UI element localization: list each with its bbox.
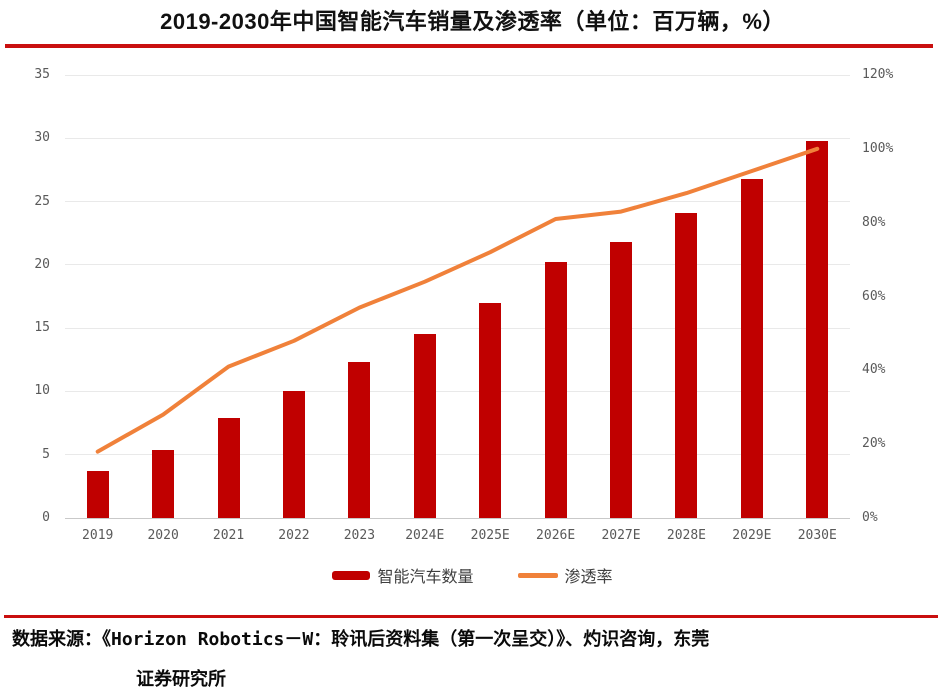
left-axis-tick: 10 (34, 383, 50, 399)
bar-series-swatch (332, 570, 371, 580)
right-axis-tick: 100% (862, 140, 894, 156)
bar-2026E (544, 262, 567, 518)
data-source-line2: 证券研究所 (136, 669, 226, 690)
bar-2021 (217, 418, 240, 518)
gridline (65, 137, 850, 139)
title-divider (5, 44, 933, 48)
bar-2024E (413, 334, 436, 518)
right-axis-tick: 40% (862, 362, 886, 378)
x-axis-tick: 2029E (732, 528, 772, 543)
bar-2025E (479, 302, 502, 518)
left-axis-tick: 0 (42, 510, 50, 525)
gridline (65, 327, 850, 329)
bar-2028E (675, 212, 698, 518)
x-axis-tick: 2024E (405, 528, 445, 543)
x-axis-tick: 2030E (797, 528, 837, 543)
x-axis-tick: 2021 (212, 528, 245, 543)
x-axis-tick: 2019 (82, 528, 114, 543)
bar-2023 (348, 362, 371, 518)
chart-area: 0 5 10 15 20 25 30 35 0% 20% 40% 60% 80% 100% 120% 20… (34, 67, 894, 543)
x-axis-line (65, 518, 850, 519)
gridline (65, 74, 850, 76)
bar-2020 (152, 449, 175, 518)
line-series-label: 渗透率 (564, 569, 613, 586)
legend-item-line: 渗透率 (517, 563, 613, 587)
right-axis-tick: 20% (862, 436, 886, 452)
data-source-line1: 数据来源：《Horizon Robotics－W：聆讯后资料集（第一次呈交）》、… (12, 629, 710, 650)
bar-2030E (806, 140, 829, 518)
penetration-line (95, 146, 820, 454)
right-axis-tick: 0% (862, 510, 878, 525)
bar-series-label: 智能汽车数量 (377, 569, 474, 586)
chart-title: 2019-2030年中国智能汽车销量及渗透率（单位：百万辆，%） (160, 9, 785, 34)
bar-2027E (610, 242, 633, 518)
right-axis-tick: 120% (862, 67, 894, 82)
left-axis-tick: 35 (34, 67, 50, 82)
left-axis-tick: 30 (34, 130, 50, 146)
footer-divider (4, 615, 938, 618)
gridline (65, 390, 850, 392)
x-axis-tick: 2020 (147, 528, 179, 543)
legend-item-bars: 智能汽车数量 (332, 563, 474, 587)
bar-2022 (282, 391, 305, 518)
x-axis-tick: 2023 (343, 528, 376, 543)
gridline (65, 454, 850, 456)
penetration-line-svg (95, 146, 820, 454)
left-axis-tick: 5 (42, 446, 50, 462)
gridline (65, 201, 850, 203)
x-axis-tick: 2025E (470, 528, 510, 543)
right-axis-tick: 60% (862, 288, 886, 304)
legend: 智能汽车数量 渗透率 (0, 563, 945, 587)
x-axis-tick: 2026E (536, 528, 576, 543)
x-axis-tick: 2027E (601, 528, 641, 543)
right-axis-tick: 80% (862, 214, 886, 230)
line-series-swatch (517, 572, 558, 578)
left-axis-tick: 25 (34, 193, 50, 209)
plot-area (65, 74, 850, 519)
left-axis-tick: 15 (34, 320, 50, 336)
bar-2029E (740, 178, 763, 518)
bar-2019 (86, 471, 109, 518)
x-axis-tick: 2022 (278, 528, 310, 543)
left-axis-tick: 20 (34, 256, 50, 272)
x-axis-tick: 2028E (666, 528, 707, 543)
